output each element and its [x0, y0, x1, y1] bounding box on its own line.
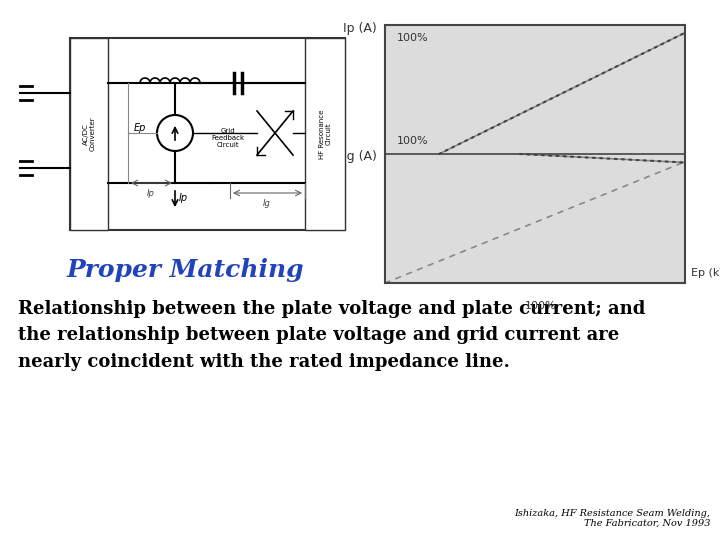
Text: Ishizaka, HF Resistance Seam Welding,
The Fabricator, Nov 1993: Ishizaka, HF Resistance Seam Welding, Th…: [514, 509, 710, 528]
Text: 100%: 100%: [397, 33, 428, 43]
Bar: [305, 38, 345, 230]
Text: HF Resonance
Circuit: HF Resonance Circuit: [318, 109, 331, 159]
Text: Ep (kV): Ep (kV): [691, 268, 720, 278]
Text: Ip: Ip: [179, 193, 188, 203]
Text: Relationship between the plate voltage and plate current; and
the relationship b: Relationship between the plate voltage a…: [18, 300, 645, 371]
Text: Ig: Ig: [263, 199, 271, 208]
Text: 100%: 100%: [525, 301, 557, 311]
Text: Ep: Ep: [134, 123, 146, 133]
Text: 100%: 100%: [397, 136, 428, 146]
Bar: [70, 38, 345, 230]
Text: Ip: Ip: [147, 188, 155, 198]
Bar: [70, 38, 108, 230]
Text: AC/DC
Converter: AC/DC Converter: [83, 117, 96, 151]
Text: Ig (A): Ig (A): [343, 150, 377, 163]
Text: Ip (A): Ip (A): [343, 22, 377, 35]
Text: Proper Matching: Proper Matching: [66, 258, 304, 282]
Text: Grid
Feedback
Circuit: Grid Feedback Circuit: [212, 128, 245, 148]
